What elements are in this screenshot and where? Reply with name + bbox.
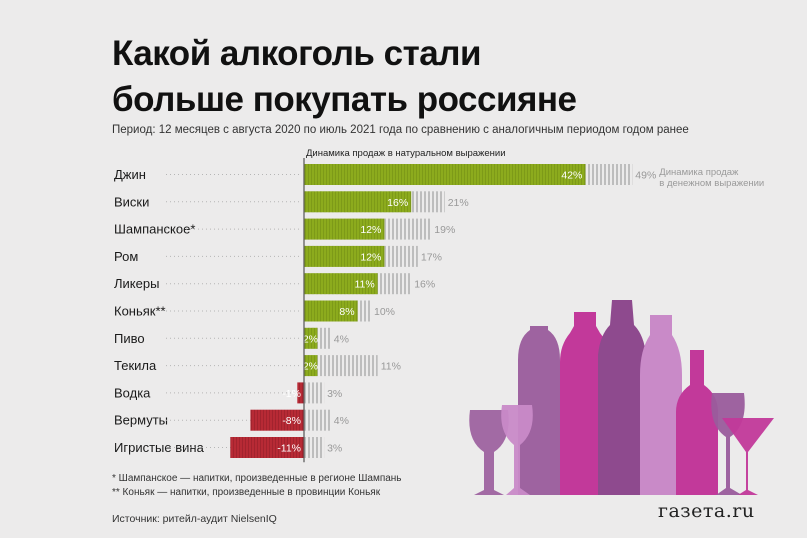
category-label: Игристые вина <box>114 440 205 455</box>
bar-money <box>304 355 378 377</box>
bar-natural <box>304 355 318 377</box>
bottle-magenta-icon <box>560 312 610 495</box>
title-line-2: больше покупать россияне <box>112 80 577 119</box>
bar-money <box>304 437 325 458</box>
category-label: Пиво <box>114 331 145 346</box>
chart-marks: Джин 42% 49% Виски 16% 21% Шампанское* 12% 19% Ро… <box>114 158 764 463</box>
bar-natural-label: 16% <box>387 197 408 209</box>
footnote-cognac: ** Коньяк — напитки, произведенные в про… <box>112 487 381 498</box>
bar-natural-label: 2% <box>303 361 318 373</box>
bar-money <box>304 382 325 404</box>
wine-glass-mid-icon <box>501 405 533 495</box>
title-line-1: Какой алкоголь стали <box>112 34 481 73</box>
bar-natural <box>304 245 385 267</box>
bar-natural-label: -1% <box>282 388 301 400</box>
category-label: Текила <box>114 358 157 373</box>
subtitle: Период: 12 месяцев с августа 2020 по июл… <box>112 124 689 136</box>
category-label: Джин <box>114 167 146 182</box>
category-label: Шампанское* <box>114 222 195 237</box>
bar-natural <box>297 382 304 404</box>
bar-natural <box>304 300 358 322</box>
bar-money <box>304 409 331 431</box>
category-label: Вермуты <box>114 413 168 428</box>
bar-natural <box>230 437 304 458</box>
bar-natural <box>304 191 412 213</box>
bar-money-label: 10% <box>374 306 395 318</box>
series1-caption: Динамика продаж в натуральном выражении <box>306 148 506 159</box>
bar-money-label: 49% <box>635 170 656 182</box>
bar-natural-label: 42% <box>561 170 582 182</box>
bar-natural <box>304 273 378 295</box>
bar-money-label: 17% <box>421 251 442 263</box>
bar-natural-label: -8% <box>282 415 301 427</box>
bar-natural-label: 8% <box>339 306 354 318</box>
martini-glass-icon <box>722 418 774 495</box>
bar-natural-label: 12% <box>360 224 381 236</box>
bar-natural-label: 11% <box>354 279 374 291</box>
bar-money-label: 19% <box>434 224 455 236</box>
bar-natural <box>250 409 304 431</box>
series2-legend-line2: в денежном выражении <box>659 178 764 189</box>
footnote-champagne: * Шампанское — напитки, произведенные в … <box>112 473 402 484</box>
bar-money-label: 21% <box>448 197 469 209</box>
bar-money-label: 11% <box>381 361 401 373</box>
bottle-left-purple-icon <box>518 326 560 495</box>
bar-natural-label: 2% <box>303 333 318 345</box>
bar-money-label: 3% <box>327 443 342 455</box>
bar-natural <box>304 218 385 240</box>
category-label: Коньяк** <box>114 304 166 319</box>
category-label: Виски <box>114 194 149 209</box>
bar-natural-label: 12% <box>360 251 381 263</box>
bottle-light-purple-icon <box>640 315 682 495</box>
bar-money-label: 4% <box>334 333 349 345</box>
bottles-illustration <box>469 300 774 495</box>
bar-natural-label: -11% <box>277 443 301 455</box>
bar-natural <box>304 164 586 185</box>
bar-natural <box>304 327 318 349</box>
bar-money-label: 3% <box>327 388 342 400</box>
series2-legend-line1: Динамика продаж <box>659 167 739 178</box>
bottle-dark-purple-icon <box>598 300 646 495</box>
source-note: Источник: ритейл-аудит NielsenIQ <box>112 513 277 525</box>
bar-money-label: 16% <box>414 279 435 291</box>
category-label: Ликеры <box>114 276 159 291</box>
wine-glass-left-icon <box>469 410 509 495</box>
logo: газета.ru <box>658 500 755 522</box>
bar-money-label: 4% <box>334 415 349 427</box>
category-label: Ром <box>114 249 138 264</box>
category-label: Водка <box>114 385 151 400</box>
bottle-right-magenta-icon <box>676 350 718 495</box>
